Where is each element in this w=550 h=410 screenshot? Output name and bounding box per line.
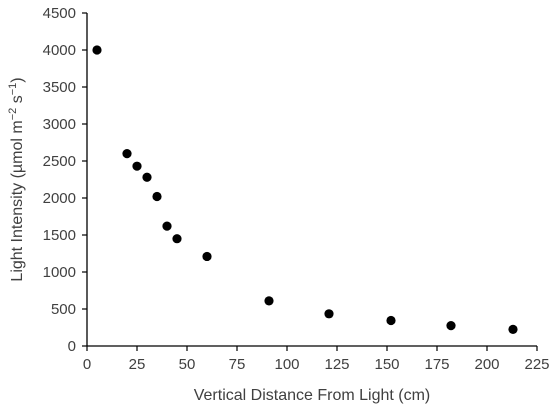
y-tick-label: 1000: [43, 264, 76, 281]
data-point: [132, 161, 142, 171]
x-tick-label: 100: [274, 356, 299, 373]
y-axis-title-mid: s: [9, 95, 26, 107]
x-tick-label: 25: [129, 356, 146, 373]
x-tick-labels: 0 25 50 75 100 125 150 175 200 225: [83, 346, 550, 373]
data-point: [152, 191, 162, 202]
data-point: [172, 234, 182, 244]
data-point: [386, 315, 396, 326]
x-axis-title: Vertical Distance From Light (cm): [194, 387, 431, 404]
y-tick-label: 0: [68, 338, 76, 355]
y-tick-label: 2000: [43, 190, 76, 207]
x-tick-label: 0: [83, 356, 91, 373]
x-tick-label: 75: [229, 356, 246, 373]
y-tick-label: 4500: [43, 5, 76, 22]
x-tick-label: 125: [324, 356, 349, 373]
data-points: [92, 45, 518, 334]
x-tick-label: 50: [179, 356, 196, 373]
data-point: [92, 45, 102, 55]
y-axis-title-prefix: Light Intensity (µmol m: [9, 120, 26, 281]
y-tick-label: 3500: [43, 79, 76, 96]
data-point: [142, 172, 152, 182]
y-axis-title: Light Intensity (µmol m−2 s−1): [7, 77, 26, 281]
x-tick-label: 200: [474, 356, 499, 373]
data-point: [202, 251, 212, 262]
y-tick-label: 4000: [43, 42, 76, 59]
y-tick-label: 3000: [43, 116, 76, 133]
y-axis-title-suffix: ): [9, 77, 26, 82]
y-tick-label: 1500: [43, 227, 76, 244]
y-tick-label: 2500: [43, 153, 76, 170]
x-tick-label: 225: [524, 356, 549, 373]
x-tick-label: 150: [374, 356, 399, 373]
data-point: [508, 324, 518, 334]
y-axis-title-sup2: −1: [7, 83, 19, 96]
data-point: [264, 296, 274, 306]
data-point: [122, 149, 132, 159]
y-axis-title-sup1: −2: [7, 108, 19, 121]
x-tick-label: 175: [424, 356, 449, 373]
y-tick-label: 500: [51, 301, 76, 318]
data-point: [162, 221, 172, 231]
data-point: [446, 321, 456, 331]
data-point: [324, 309, 334, 319]
y-tick-labels: 0 500 1000 1500 2000 2500 3000 3500 4000 4500: [43, 5, 87, 355]
axes: [86, 13, 537, 347]
